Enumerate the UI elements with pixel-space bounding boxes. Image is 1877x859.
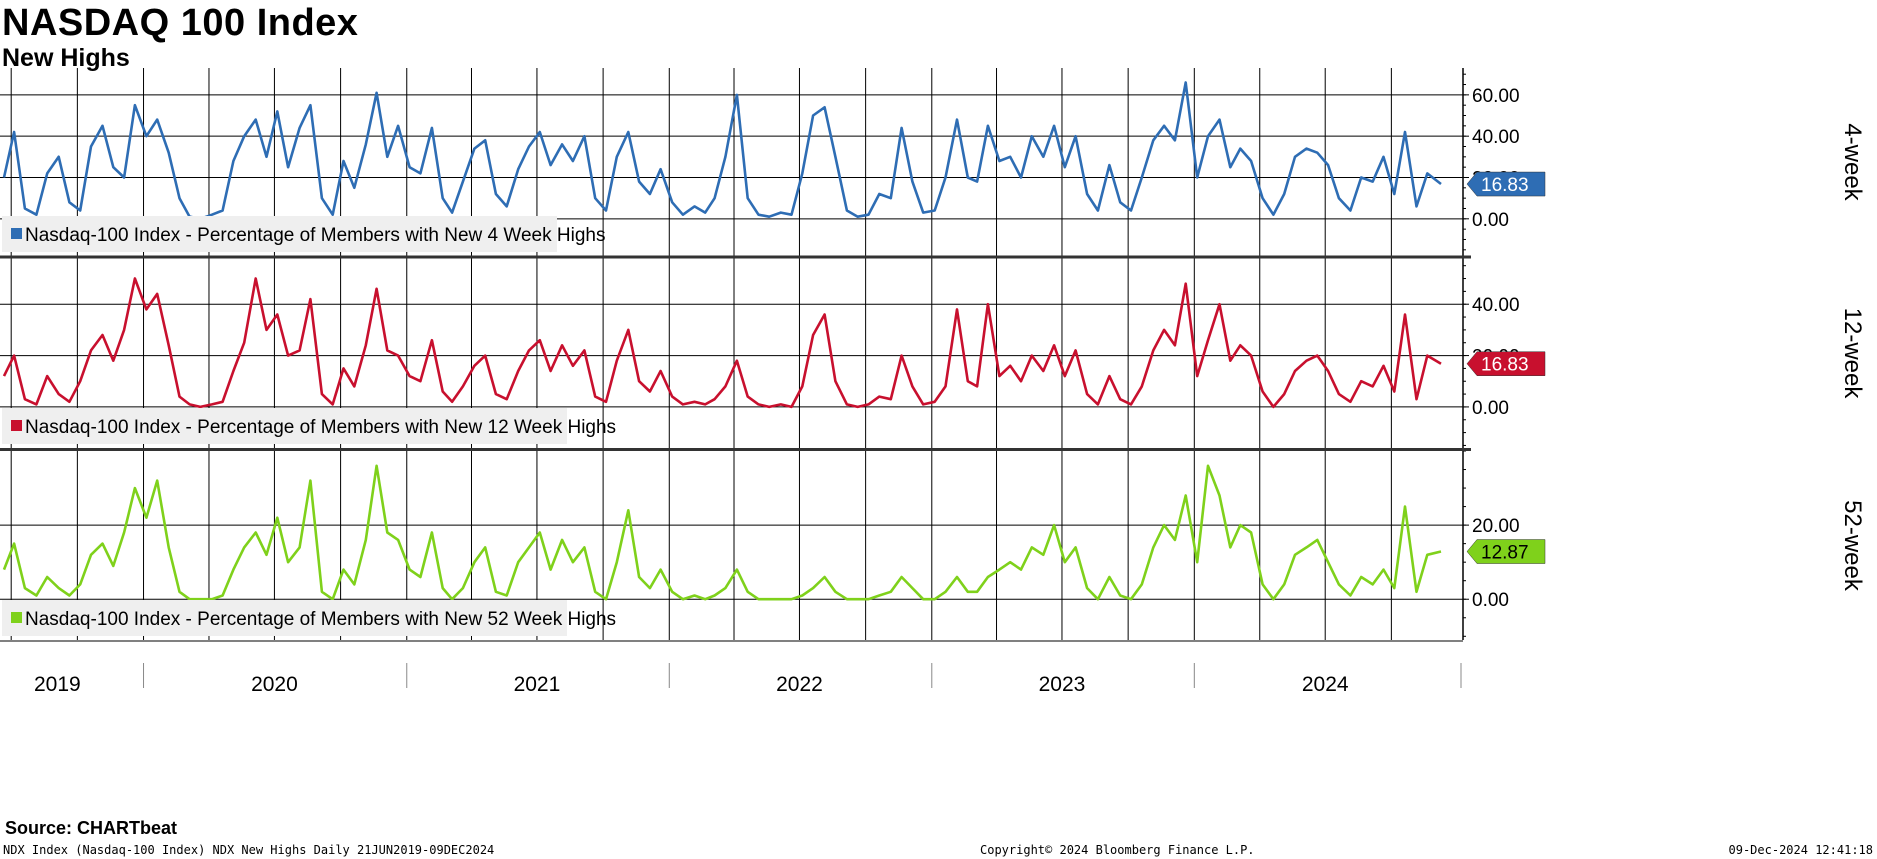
x-year-label: 2019: [34, 673, 81, 696]
x-year-label: 2024: [1302, 673, 1349, 696]
x-year-label: 2022: [776, 673, 823, 696]
series-line-52-week: [2, 464, 1442, 601]
source-note: Source: CHARTbeat: [5, 818, 178, 838]
footer-timestamp: 09-Dec-2024 12:41:18: [1728, 843, 1874, 857]
y-tick-label: 40.00: [1472, 127, 1520, 148]
footer-copyright: Copyright© 2024 Bloomberg Finance L.P.: [980, 843, 1255, 857]
panel-label: 4-week: [1839, 123, 1866, 201]
chart-title: NASDAQ 100 Index: [2, 2, 359, 44]
y-tick-label: 40.00: [1472, 295, 1520, 316]
legend-text: Nasdaq-100 Index - Percentage of Members…: [25, 225, 605, 246]
y-tick-label: 0.00: [1472, 398, 1509, 419]
last-value-flag: [1466, 539, 1546, 564]
x-year-label: 2023: [1039, 673, 1086, 696]
last-value-label: 16.83: [1481, 175, 1529, 196]
legend-box: [2, 408, 567, 444]
panel-label: 12-week: [1839, 308, 1866, 400]
chart-subtitle: New Highs: [2, 44, 130, 72]
series-line-12-week: [2, 277, 1442, 409]
legend-swatch: [11, 228, 22, 239]
x-year-label: 2021: [514, 673, 561, 696]
last-value-label: 12.87: [1481, 543, 1529, 564]
y-tick-label: 60.00: [1472, 86, 1520, 107]
legend-box: [2, 216, 557, 252]
panel-label: 52-week: [1839, 500, 1866, 592]
legend-swatch: [11, 420, 22, 431]
last-value-flag: [1466, 351, 1546, 376]
series-line-4-week: [2, 81, 1442, 221]
legend-text: Nasdaq-100 Index - Percentage of Members…: [25, 609, 616, 630]
footer-ticker-info: NDX Index (Nasdaq-100 Index) NDX New Hig…: [3, 843, 495, 857]
last-value-label: 16.83: [1481, 355, 1529, 376]
legend-swatch: [11, 612, 22, 623]
last-value-flag: [1466, 171, 1546, 197]
legend-text: Nasdaq-100 Index - Percentage of Members…: [25, 417, 616, 438]
y-tick-label: 0.00: [1472, 210, 1509, 231]
y-tick-label: 0.00: [1472, 590, 1509, 611]
x-year-label: 2020: [251, 673, 298, 696]
y-tick-label: 20.00: [1472, 516, 1520, 537]
legend-box: [2, 600, 567, 636]
